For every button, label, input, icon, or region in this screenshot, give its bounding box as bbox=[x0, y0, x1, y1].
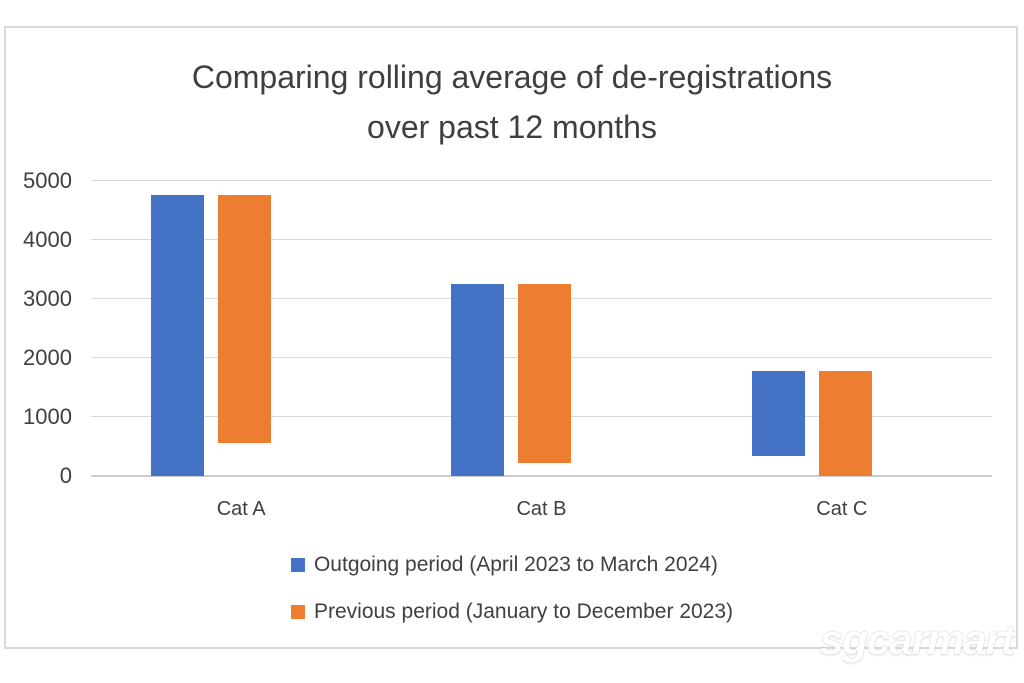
y-axis: 0 1000 2000 3000 4000 5000 bbox=[0, 168, 72, 488]
legend-item-previous: Previous period (January to December 202… bbox=[290, 599, 734, 625]
gridline bbox=[91, 180, 992, 181]
bar-pair-cat-c bbox=[751, 371, 872, 476]
watermark-logo: sgcarmart bbox=[819, 616, 1015, 663]
y-axis-tick-label: 3000 bbox=[23, 286, 72, 311]
y-axis-tick-label: 5000 bbox=[23, 168, 72, 193]
legend-swatch-previous-icon bbox=[290, 605, 305, 619]
bar-cat-b-previous bbox=[518, 283, 572, 464]
gridline bbox=[91, 239, 992, 240]
legend-swatch-outgoing-icon bbox=[290, 558, 305, 572]
x-axis-label-cat-a: Cat A bbox=[216, 498, 266, 520]
y-axis-tick-label: 0 bbox=[59, 463, 72, 488]
plot-area bbox=[91, 180, 992, 477]
bar-group-cat-b bbox=[391, 181, 691, 476]
bar-cat-c-outgoing bbox=[751, 371, 805, 456]
y-axis-tick-label: 1000 bbox=[23, 404, 72, 429]
legend-label-previous: Previous period (January to December 202… bbox=[313, 600, 734, 623]
y-axis-tick-label: 2000 bbox=[23, 345, 72, 370]
bar-cat-a-outgoing bbox=[151, 194, 205, 476]
chart-title-line-2: over past 12 months bbox=[367, 109, 657, 145]
legend-label-outgoing: Outgoing period (April 2023 to March 202… bbox=[313, 553, 718, 576]
bar-pair-cat-a bbox=[151, 194, 272, 476]
bar-cat-b-outgoing bbox=[451, 283, 505, 476]
bar-groups bbox=[91, 181, 992, 476]
bar-pair-cat-b bbox=[451, 283, 572, 476]
bar-group-cat-a bbox=[91, 181, 391, 476]
x-axis-line bbox=[91, 475, 992, 477]
bar-group-cat-c bbox=[692, 181, 992, 476]
x-axis-labels: Cat A Cat B Cat C bbox=[91, 496, 992, 522]
chart-title-line-1: Comparing rolling average of de-registra… bbox=[191, 59, 833, 95]
x-axis-label-cat-b: Cat B bbox=[516, 498, 567, 520]
bar-cat-c-previous bbox=[818, 371, 872, 476]
chart-title: Comparing rolling average of de-registra… bbox=[0, 52, 1024, 152]
bar-cat-a-previous bbox=[218, 194, 272, 443]
x-axis-label-cat-c: Cat C bbox=[816, 498, 868, 520]
legend-item-outgoing: Outgoing period (April 2023 to March 202… bbox=[290, 552, 733, 578]
y-axis-tick-label: 4000 bbox=[23, 227, 72, 252]
legend: Outgoing period (April 2023 to March 202… bbox=[290, 552, 734, 646]
